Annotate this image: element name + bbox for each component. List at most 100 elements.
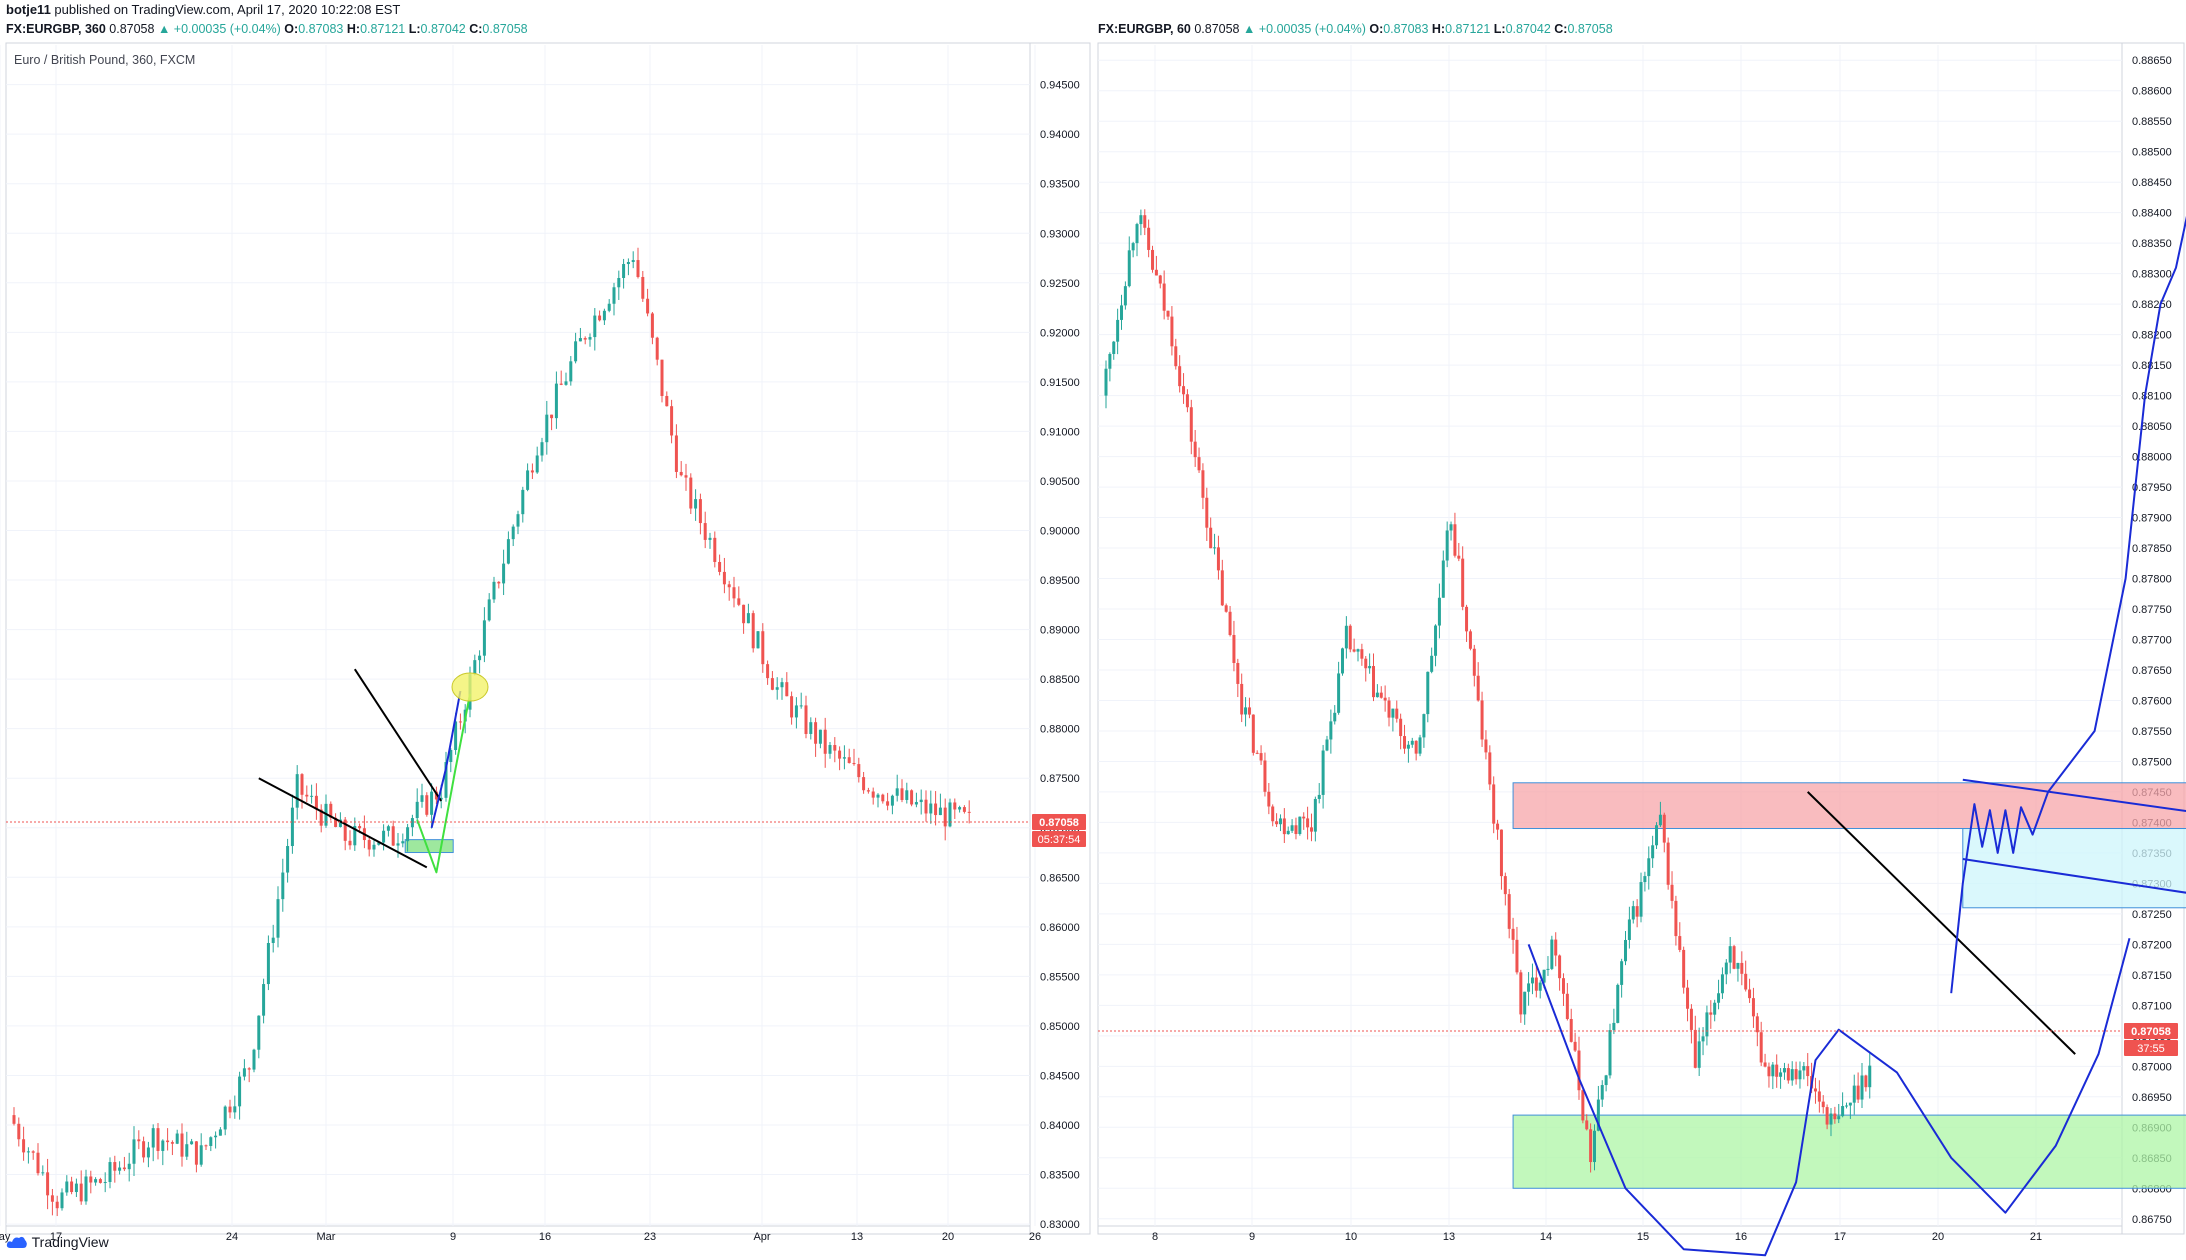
candle <box>626 258 630 276</box>
candle-body <box>924 799 928 814</box>
candle <box>1798 1061 1802 1089</box>
candle-body <box>540 442 544 456</box>
candle-body <box>257 1015 261 1050</box>
y-tick-label: 0.87850 <box>2132 543 2172 555</box>
candle-body <box>583 338 587 340</box>
zone-box <box>1512 782 2186 830</box>
candle-body <box>1639 882 1643 917</box>
candle-body <box>1480 700 1484 740</box>
y-tick-label: 0.87750 <box>2132 604 2172 616</box>
candle-body <box>142 1141 146 1158</box>
candle <box>17 1117 21 1147</box>
candle <box>1561 973 1565 1006</box>
candle-body <box>36 1152 40 1174</box>
candle <box>1790 1061 1794 1086</box>
candle-body <box>814 722 818 744</box>
candle-body <box>1143 215 1147 228</box>
candle-body <box>228 1106 232 1113</box>
candle-body <box>1135 224 1139 244</box>
candle-body <box>386 826 390 831</box>
candle <box>1817 1080 1821 1113</box>
candle <box>674 424 678 479</box>
candle-body <box>1166 310 1170 317</box>
candle <box>415 788 419 824</box>
candle <box>1445 521 1449 568</box>
candle <box>1589 1123 1593 1173</box>
candle-body <box>1786 1068 1790 1081</box>
candle-body <box>1379 692 1383 698</box>
candle-body <box>1496 823 1500 830</box>
y-tick-label: 0.87000 <box>2132 1061 2172 1073</box>
legend-part: 0.87058 <box>1194 22 1243 36</box>
candle-body <box>1426 671 1430 715</box>
candle-body <box>948 802 952 827</box>
candle-body <box>1123 286 1127 306</box>
candle <box>1247 697 1251 719</box>
candle-body <box>454 721 458 751</box>
candle-body <box>1247 707 1251 715</box>
candle-body <box>1414 740 1418 754</box>
candle-body <box>1418 737 1422 754</box>
candle-body <box>1356 649 1360 652</box>
candle <box>506 531 510 565</box>
tradingview-logo[interactable]: TradingView <box>6 1234 109 1250</box>
candle-body <box>622 264 626 278</box>
candle <box>214 1131 218 1149</box>
candle <box>689 473 693 515</box>
y-tick-label: 0.84500 <box>1040 1070 1080 1082</box>
candle-body <box>689 477 693 509</box>
candle <box>281 858 285 912</box>
candle <box>1294 817 1298 840</box>
candle-body <box>1364 658 1368 669</box>
candle-body <box>1620 961 1624 985</box>
candle-body <box>626 262 630 265</box>
candle <box>1480 691 1484 747</box>
candle <box>1151 245 1155 273</box>
candle-body <box>569 361 573 382</box>
y-tick-label: 0.87600 <box>2132 695 2172 707</box>
candle <box>1309 813 1313 842</box>
candle-body <box>79 1183 83 1202</box>
candle-body <box>305 794 309 797</box>
candle-body <box>1220 570 1224 606</box>
legend-part: 0.87058 <box>109 22 158 36</box>
candle-body <box>204 1145 208 1147</box>
candle <box>137 1130 141 1150</box>
candle <box>300 773 304 809</box>
candle-body <box>1736 962 1740 969</box>
candle <box>732 576 736 608</box>
candle <box>276 886 280 948</box>
candle <box>122 1156 126 1172</box>
candle-body <box>521 489 525 515</box>
countdown-tag <box>2124 1039 2178 1056</box>
candle-body <box>761 631 765 665</box>
candle-body <box>1565 993 1569 1019</box>
candle <box>12 1107 16 1126</box>
candle <box>1864 1074 1868 1092</box>
candle-body <box>1794 1069 1798 1080</box>
candle-body <box>1717 993 1721 1003</box>
candle-body <box>751 613 755 649</box>
candle <box>170 1140 174 1156</box>
candle-body <box>492 581 496 600</box>
candle-body <box>967 811 971 813</box>
candle <box>1232 620 1236 672</box>
candle <box>1724 959 1728 985</box>
ohlc-legend: FX:EURGBP, 60 0.87058 ▲ +0.00035 (+0.04%… <box>1098 22 1613 36</box>
candle-body <box>1275 821 1279 825</box>
candle <box>1468 629 1472 651</box>
candle <box>1414 740 1418 761</box>
x-tick-label: 15 <box>1637 1231 1649 1243</box>
candle-body <box>242 1068 246 1077</box>
candle <box>540 437 544 462</box>
candle-body <box>1263 760 1267 792</box>
y-tick-label: 0.86950 <box>2132 1092 2172 1104</box>
candle <box>185 1131 189 1160</box>
candle-body <box>588 337 592 340</box>
candle <box>1782 1062 1786 1080</box>
candle-body <box>564 381 568 385</box>
candle-body <box>526 470 530 490</box>
candle <box>1271 804 1275 827</box>
candle-body <box>50 1195 54 1202</box>
candle-body <box>439 797 443 800</box>
